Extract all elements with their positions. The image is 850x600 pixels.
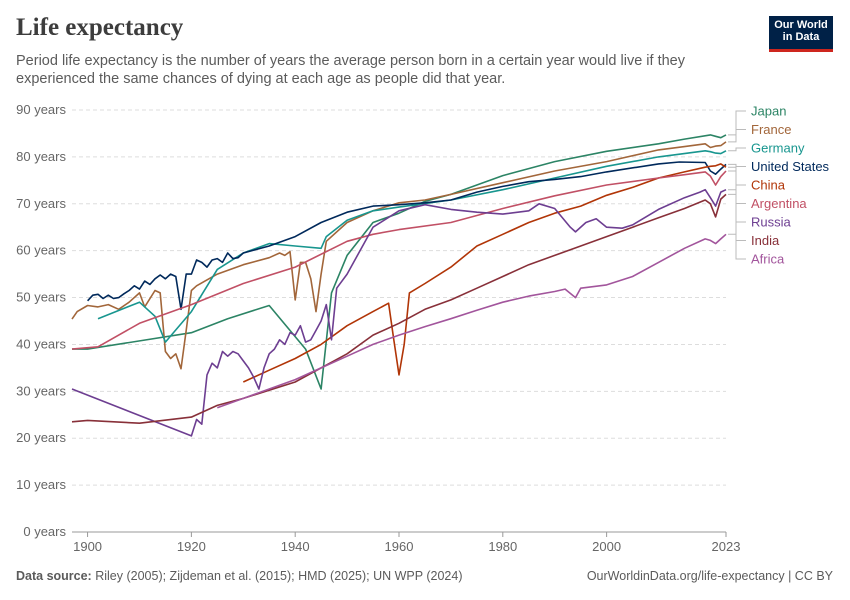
grid-lines — [72, 109, 726, 533]
x-tick-label: 2000 — [592, 539, 621, 554]
data-source-label: Data source: — [16, 569, 92, 583]
x-tick-label: 1960 — [385, 539, 414, 554]
legend-connector — [728, 166, 746, 186]
y-tick-label: 60 years — [16, 243, 66, 258]
chart-subtitle: Period life expectancy is the number of … — [16, 53, 685, 87]
legend-label-germany[interactable]: Germany — [751, 141, 805, 156]
y-tick-label: 80 years — [16, 149, 66, 164]
x-tick-label: 1900 — [73, 539, 102, 554]
legend-label-china[interactable]: China — [751, 178, 786, 193]
series-line-united-states[interactable] — [87, 161, 727, 311]
data-source-text: Riley (2005); Zijdeman et al. (2015); HM… — [95, 569, 463, 583]
chart-title: Life expectancy — [16, 14, 184, 41]
legend-connector — [728, 170, 746, 204]
x-tick-label: 1980 — [488, 539, 517, 554]
series-line-russia[interactable] — [71, 188, 727, 437]
data-source: Data source: Riley (2005); Zijdeman et a… — [16, 569, 463, 583]
series-line-china[interactable] — [242, 163, 727, 383]
legend-connector — [728, 193, 746, 241]
y-tick-label: 20 years — [16, 430, 66, 445]
y-tick-label: 70 years — [16, 196, 66, 211]
legend-connector — [728, 233, 746, 260]
y-tick-label: 30 years — [16, 383, 66, 398]
series-line-india[interactable] — [71, 193, 727, 424]
series-line-africa[interactable] — [217, 233, 727, 409]
source-link[interactable]: OurWorldinData.org/life-expectancy | CC … — [586, 569, 833, 583]
series-lines — [71, 134, 727, 437]
legend-label-united-states[interactable]: United States — [751, 159, 830, 174]
legend-label-argentina[interactable]: Argentina — [751, 196, 807, 211]
legend-connector — [728, 163, 746, 167]
y-tick-label: 50 years — [16, 290, 66, 305]
legend-label-india[interactable]: India — [751, 233, 780, 248]
series-line-japan[interactable] — [72, 134, 727, 390]
logo-line1: Our World — [774, 19, 828, 31]
y-tick-label: 0 years — [23, 524, 66, 539]
legend: Japan France Germany United States China Arge… — [728, 104, 830, 267]
logo-line2: in Data — [782, 31, 820, 43]
y-tick-label: 10 years — [16, 477, 66, 492]
x-tick-label: 1920 — [177, 539, 206, 554]
legend-connector — [728, 129, 746, 143]
legend-connector — [728, 110, 746, 136]
legend-label-japan[interactable]: Japan — [751, 104, 786, 119]
legend-label-africa[interactable]: Africa — [751, 252, 785, 267]
y-tick-label: 40 years — [16, 336, 66, 351]
series-line-argentina[interactable] — [71, 170, 727, 350]
y-tick-label: 90 years — [16, 102, 66, 117]
legend-label-france[interactable]: France — [751, 122, 791, 137]
legend-label-russia[interactable]: Russia — [751, 215, 792, 230]
x-axis-ticks: 1900 1920 1940 1960 1980 2000 2023 — [73, 532, 740, 554]
legend-connector — [728, 147, 746, 152]
series-line-germany[interactable] — [97, 150, 727, 343]
x-tick-label: 2023 — [712, 539, 741, 554]
series-line-france[interactable] — [71, 141, 727, 370]
life-expectancy-chart: 0 years 10 years 20 years 30 years 40 years 5… — [16, 102, 830, 554]
x-tick-label: 1940 — [281, 539, 310, 554]
y-axis-ticks: 0 years 10 years 20 years 30 years 40 years 5… — [16, 102, 66, 539]
owid-logo[interactable]: Our World in Data — [769, 16, 833, 52]
